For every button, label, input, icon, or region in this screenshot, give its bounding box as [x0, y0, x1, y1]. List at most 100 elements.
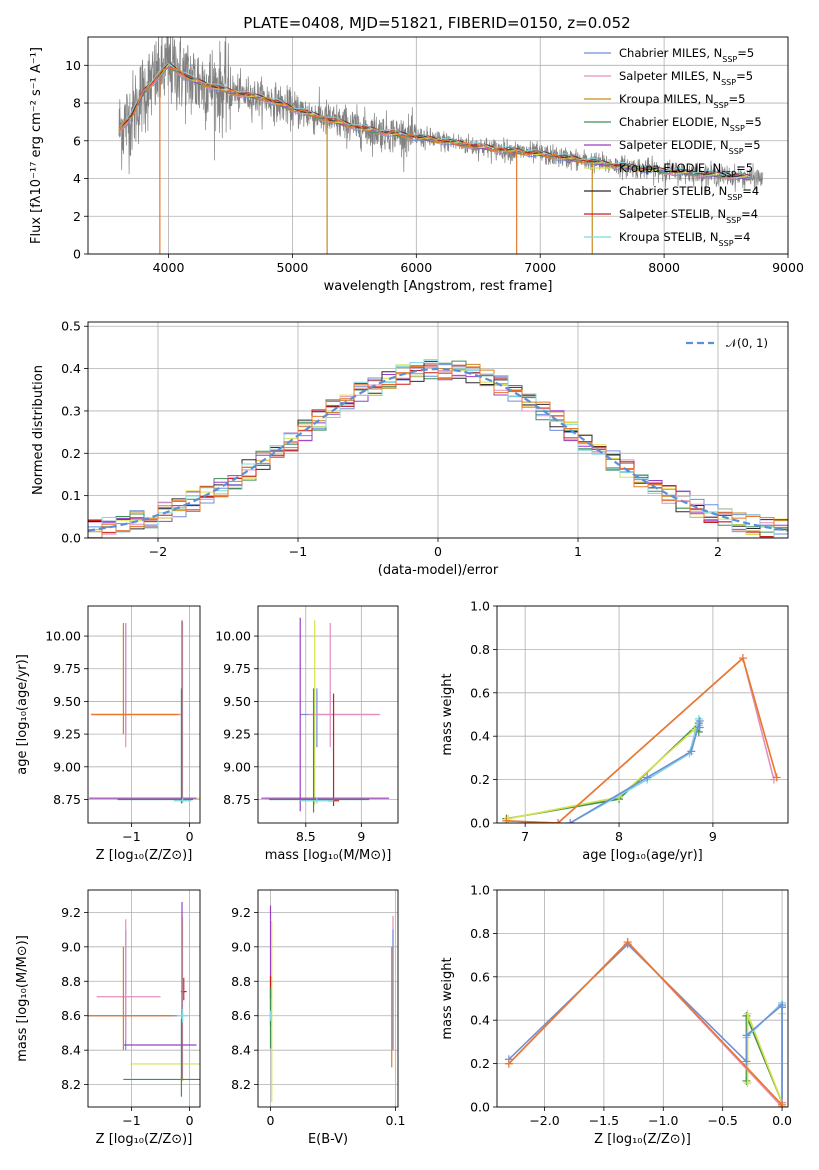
y-tick-label: 0.0: [470, 1100, 490, 1115]
y-tick-label: 0.0: [61, 531, 81, 546]
legend-count: =5: [745, 115, 762, 129]
x-axis-label: Z [log₁₀(Z/Z⊙)]: [96, 1132, 193, 1147]
ticks: −1 0 8.2 8.4 8.6 8.8 9.0 9.2: [61, 905, 193, 1128]
errorbar-point: [90, 622, 181, 735]
x-tick-label: 0: [434, 544, 442, 559]
x-tick-label: 1: [574, 544, 582, 559]
y-tick-label: 1.0: [470, 883, 490, 898]
grid: [497, 605, 788, 824]
legend-label: Salpeter STELIB, NSSP=4: [619, 207, 758, 225]
y-tick-label: 8.75: [223, 792, 251, 807]
legend-subscript: SSP: [722, 55, 737, 64]
legend-count: =4: [734, 230, 751, 244]
legend-label: Chabrier ELODIE, NSSP=5: [619, 115, 762, 133]
axes-frame: [496, 605, 789, 824]
axes-frame: [87, 321, 789, 539]
weight-marker: [695, 723, 704, 732]
ticks: 0 0.1 8.2 8.4 8.6 8.8 9.0 9.2: [231, 905, 405, 1128]
errorbar-point: [176, 1008, 189, 1023]
y-tick-label: 8: [73, 96, 81, 111]
legend-count: =4: [742, 184, 759, 198]
y-tick-label: 0.4: [61, 361, 81, 376]
weight-marker: [554, 819, 563, 823]
legend-subscript: SSP: [719, 239, 734, 248]
y-tick-label: 0.2: [61, 446, 81, 461]
errorbar-point: [308, 622, 381, 748]
errorbar-point: [123, 1019, 200, 1097]
weight-marker: [778, 1103, 787, 1107]
axes-age-vs-Z: −1 0 8.75 9.00 9.25 9.50 9.75 10.00 Z [log₁₀(Z/Z…: [15, 605, 201, 863]
y-tick-label: 0.4: [470, 729, 490, 744]
errorbar-point: [90, 622, 181, 748]
x-tick-label: −2: [149, 544, 167, 559]
x-axis-label: wavelength [Angstrom, rest frame]: [324, 279, 553, 294]
y-tick-label: 0.6: [470, 685, 490, 700]
legend-subscript: SSP: [730, 124, 745, 133]
x-tick-label: −0.5: [707, 1113, 737, 1128]
y-tick-label: 9.00: [53, 759, 81, 774]
model-spectrum: [118, 62, 751, 178]
errorbar-point: [264, 620, 387, 805]
grid: [497, 889, 788, 1108]
axes-age-vs-mass: 8.5 9 8.75 9.00 9.25 9.50 9.75 10.00 mass [log₁₀…: [215, 605, 399, 863]
axes-frame: [87, 889, 201, 1108]
x-tick-label: 8: [615, 829, 623, 844]
legend-label: Kroupa MILES, NSSP=5: [619, 92, 745, 110]
y-tick-label: 0.4: [470, 1013, 490, 1028]
legend-label: Chabrier STELIB, NSSP=4: [619, 184, 759, 202]
weight-marker: [738, 654, 747, 663]
weight-series: [508, 943, 783, 1107]
axes-residual-histogram: −2 −1 0 1 2 0.0 0.1 0.2 0.3 0.4 0.5 (data-model)/er…: [31, 319, 789, 578]
weight-marker: [687, 747, 696, 756]
x-tick-label: −1: [122, 829, 140, 844]
weight-series: [506, 656, 775, 823]
x-tick-label: 9000: [772, 260, 804, 275]
y-tick-label: 9.25: [223, 727, 251, 742]
x-tick-label: 7000: [524, 260, 556, 275]
y-tick-label: 9.75: [53, 661, 81, 676]
y-tick-label: 0.3: [61, 403, 81, 418]
x-tick-label: 9: [709, 829, 717, 844]
x-tick-label: 9: [357, 829, 365, 844]
weight-marker: [504, 1059, 513, 1068]
y-tick-label: 8.6: [61, 1008, 81, 1023]
legend-subscript: SSP: [727, 193, 742, 202]
axes-frame: [87, 605, 201, 824]
y-tick-label: 9.00: [223, 759, 251, 774]
y-tick-label: 8.75: [53, 792, 81, 807]
errorbar-point: [269, 688, 370, 813]
legend: 𝒩(0, 1): [686, 336, 768, 350]
legend-count: =5: [729, 92, 746, 106]
y-axis-label: Flux [fλ10⁻¹⁷ erg cm⁻² s⁻¹ A⁻¹]: [29, 47, 44, 244]
weight-marker: [566, 819, 575, 823]
x-axis-label: Z [log₁₀(Z/Z⊙)]: [594, 1132, 691, 1147]
y-tick-label: 8.4: [231, 1043, 251, 1058]
weight-marker: [772, 773, 781, 782]
legend-count: =5: [744, 138, 761, 152]
ticks: −2.0 −1.5 −1.0 −0.5 0.0 0.0 0.2 0.4 0.6 0.8 1.0: [470, 883, 792, 1129]
legend: Chabrier MILES, NSSP=5 Salpeter MILES, NS…: [584, 46, 762, 248]
y-axis-label: mass [log₁₀(M/M⊙)]: [15, 935, 30, 1062]
legend-label: Kroupa STELIB, NSSP=4: [619, 230, 750, 248]
errorbar-point: [89, 621, 200, 801]
legend-label: 𝒩(0, 1): [726, 336, 768, 350]
y-tick-label: 0.5: [61, 319, 81, 334]
x-tick-label: 0: [186, 829, 194, 844]
histogram-series: [88, 365, 788, 538]
y-tick-label: 8.8: [61, 974, 81, 989]
legend-count: =5: [736, 161, 753, 175]
errorbar-point: [96, 919, 161, 1040]
legend-count: =4: [741, 207, 758, 221]
axes-mass-vs-Z: −1 0 8.2 8.4 8.6 8.8 9.0 9.2 Z [log₁₀(Z/Z⊙)] mass…: [15, 889, 201, 1147]
legend-label: Kroupa ELODIE, NSSP=5: [619, 161, 753, 179]
errorbar-point: [300, 798, 334, 804]
x-axis-label: mass [log₁₀(M/M⊙)]: [265, 848, 392, 863]
y-tick-label: 0.2: [470, 772, 490, 787]
weight-series: [506, 656, 778, 823]
axes-frame: [87, 36, 789, 255]
legend-label: Salpeter ELODIE, NSSP=5: [619, 138, 761, 156]
legend-subscript: SSP: [721, 78, 736, 87]
y-tick-label: 8.6: [231, 1008, 251, 1023]
legend-subscript: SSP: [729, 147, 744, 156]
y-tick-label: 9.0: [61, 939, 81, 954]
